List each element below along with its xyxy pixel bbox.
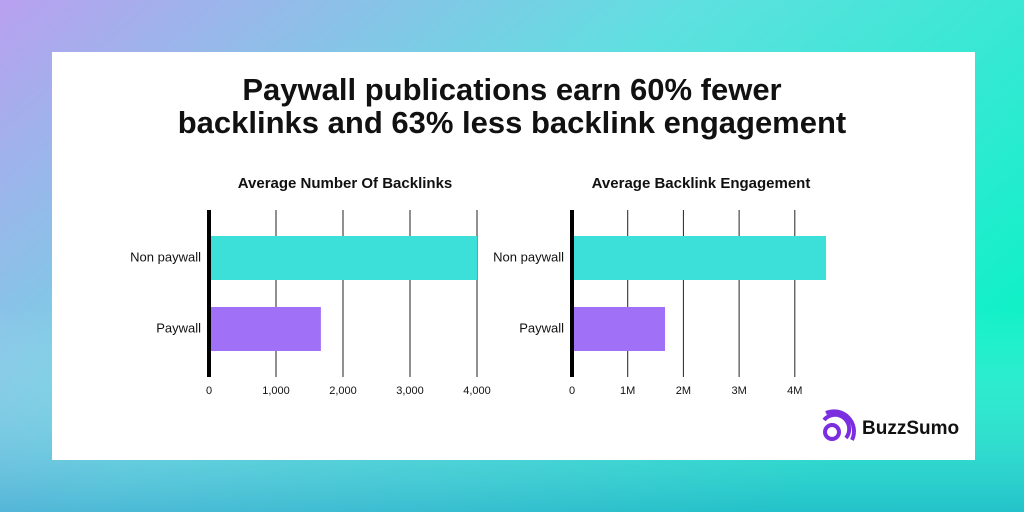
x-tick-label: 3,000 [396, 385, 424, 397]
brand-logo [822, 409, 856, 441]
bar [209, 307, 321, 351]
chart-title: Average Backlink Engagement [592, 175, 811, 192]
bar [572, 236, 826, 280]
chart-title: Average Number Of Backlinks [238, 175, 453, 192]
y-tick-label: Non paywall [493, 249, 564, 264]
y-tick-label: Paywall [519, 320, 564, 335]
x-tick-label: 0 [569, 385, 575, 397]
x-tick-label: 4M [787, 385, 802, 397]
x-tick-label: 1M [620, 385, 635, 397]
x-tick-label: 3M [731, 385, 746, 397]
x-tick-label: 0 [206, 385, 212, 397]
bar [209, 236, 477, 280]
bar [572, 307, 666, 351]
title-line: Paywall publications earn 60% fewer [242, 72, 781, 107]
y-tick-label: Non paywall [130, 249, 201, 264]
x-tick-label: 1,000 [262, 385, 290, 397]
x-tick-label: 2M [676, 385, 691, 397]
x-tick-label: 4,000 [463, 385, 491, 397]
title-line: backlinks and 63% less backlink engageme… [178, 105, 847, 140]
brand-name: BuzzSumo [862, 418, 959, 439]
x-tick-label: 2,000 [329, 385, 357, 397]
y-tick-label: Paywall [156, 320, 201, 335]
